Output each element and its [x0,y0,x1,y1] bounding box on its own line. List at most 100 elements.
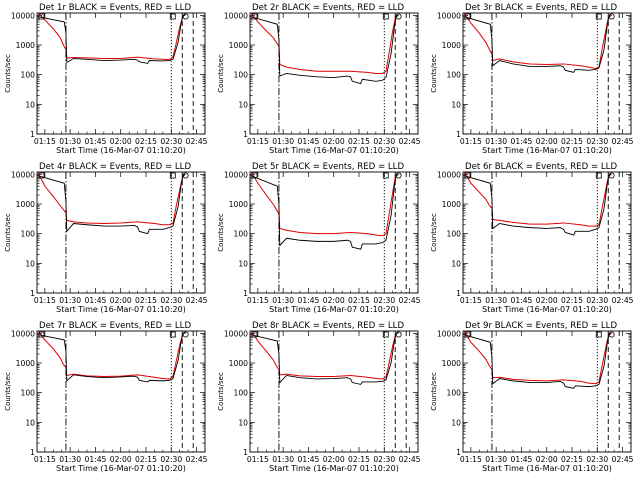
panel-8-xtick-label: 01:30 [272,455,294,464]
panel-2-end-circle [395,13,402,20]
panel-5-xtick-label: 02:00 [323,296,345,305]
panel-9-xtick-label: 02:15 [561,455,583,464]
panel-3-xlabel: Start Time (16-Mar-07 01:10:20) [482,146,612,155]
panel-2-ytick-label: 1000 [229,41,248,50]
panel-3-end-circle [608,13,615,20]
panel-7-start-box [38,331,45,338]
panel-6-xtick-label: 01:30 [485,296,507,305]
panel-4-end-box [169,172,176,179]
panel-7-xtick-label: 02:00 [110,455,132,464]
panel-3-end-box [595,13,602,20]
panel-6-xlabel: Start Time (16-Mar-07 01:10:20) [482,305,612,314]
panel-1-start-box [38,13,45,20]
panel-5-end-circle [395,172,402,179]
panel-9-end-box [595,331,602,338]
panel-9-ytick-label: 100 [447,389,462,398]
panel-5-ytick-label: 10 [238,259,248,268]
panel-7-ytick-label: 1000 [16,359,35,368]
panel-6-end-box [595,172,602,179]
panel-5-ytick-label: 1000 [229,200,248,209]
panel-3-xtick-label: 02:45 [612,137,634,146]
panel-9-xlabel: Start Time (16-Mar-07 01:10:20) [482,464,612,473]
panel-7-xtick-label: 01:15 [34,455,56,464]
panel-2-ytick-label: 10 [238,100,248,109]
panel-7-title: Det 7r BLACK = Events, RED = LLD [39,321,191,331]
panel-6-ytick-label: 1 [456,289,461,298]
panel-8-xtick-label: 02:30 [373,455,395,464]
panel-7-xtick-label: 02:30 [160,455,182,464]
panel-6-xtick-label: 02:45 [612,296,634,305]
panel-2-events-line [251,14,399,85]
panel-3-ytick-label: 1000 [442,41,461,50]
panel-1-ylabel: Counts/sec [4,54,12,93]
panel-8-lld-line [250,330,399,380]
panel-5-xtick-label: 02:30 [373,296,395,305]
panel-5-ylabel: Counts/sec [217,213,225,252]
panel-5-title: Det 5r BLACK = Events, RED = LLD [252,162,404,172]
panel-7-xtick-label: 02:45 [186,455,208,464]
panel-3-title: Det 3r BLACK = Events, RED = LLD [465,3,617,13]
panel-2-xtick-label: 01:15 [247,137,269,146]
panel-8-xtick-label: 01:15 [247,455,269,464]
panel-6-ytick-label: 1000 [442,200,461,209]
panel-7-xlabel: Start Time (16-Mar-07 01:10:20) [56,464,186,473]
panel-2-ytick-label: 100 [234,71,249,80]
panel-6-events-line [464,173,612,236]
panel-7-lld-line [37,330,186,380]
panel-6-xtick-label: 02:00 [536,296,558,305]
panel-2-xtick-label: 01:30 [272,137,294,146]
panel-8-xtick-label: 02:15 [348,455,370,464]
panel-1: Det 1r BLACK = Events, RED = LLD 1 10 100 10… [4,3,208,155]
panel-6-xtick-label: 02:30 [586,296,608,305]
panel-4-xtick-label: 02:15 [135,296,157,305]
panel-4-end-circle [182,172,189,179]
panel-5-xtick-label: 01:30 [272,296,294,305]
panel-6: Det 6r BLACK = Events, RED = LLD 1 10 100 10… [430,162,634,314]
panel-5-ytick-label: 10000 [224,170,248,179]
panel-7-xtick-label: 02:15 [135,455,157,464]
panel-9-xtick-label: 01:15 [460,455,482,464]
panel-8-title: Det 8r BLACK = Events, RED = LLD [252,321,404,331]
panel-6-ytick-label: 10000 [437,170,461,179]
panel-5-xlabel: Start Time (16-Mar-07 01:10:20) [269,305,399,314]
panel-8-end-box [382,331,389,338]
panel-2-xtick-label: 02:15 [348,137,370,146]
panel-1-ytick-label: 1 [30,130,35,139]
panel-8-ylabel: Counts/sec [217,372,225,411]
panel-7-xtick-label: 01:30 [59,455,81,464]
panel-4-xtick-label: 01:45 [84,296,106,305]
panel-9-ylabel: Counts/sec [430,372,438,411]
panel-4-ytick-label: 10 [25,259,35,268]
panel-7-end-circle [182,331,189,338]
panel-7-events-line [38,332,186,383]
panel-4-ytick-label: 100 [21,230,36,239]
panel-6-xtick-label: 01:45 [510,296,532,305]
panel-7-ytick-label: 10000 [11,329,35,338]
panel-9-xtick-label: 01:30 [485,455,507,464]
panel-1-ytick-label: 10000 [11,11,35,20]
panel-3-xtick-label: 02:15 [561,137,583,146]
panel-9-ytick-label: 1000 [442,359,461,368]
panel-3-xtick-label: 01:45 [510,137,532,146]
panel-5-ytick-label: 1 [243,289,248,298]
panel-4-ytick-label: 1 [30,289,35,298]
panel-8-ytick-label: 10 [238,418,248,427]
panel-5-lld-line [250,171,399,237]
panel-8: Det 8r BLACK = Events, RED = LLD 1 10 100 10… [217,321,421,473]
panel-6-title: Det 6r BLACK = Events, RED = LLD [465,162,617,172]
panel-8-events-line [251,332,399,385]
panel-4: Det 4r BLACK = Events, RED = LLD 1 10 100 10… [4,162,208,314]
panel-8-end-circle [395,331,402,338]
panel-2-start-box [251,13,258,20]
panel-9-xtick-label: 01:45 [510,455,532,464]
panel-9-start-box [464,331,471,338]
panel-4-ytick-label: 10000 [11,170,35,179]
panel-2-ylabel: Counts/sec [217,54,225,93]
panel-1-xlabel: Start Time (16-Mar-07 01:10:20) [56,146,186,155]
panel-5: Det 5r BLACK = Events, RED = LLD 1 10 100 10… [217,162,421,314]
panel-1-ytick-label: 10 [25,100,35,109]
panel-9-xtick-label: 02:45 [612,455,634,464]
panel-5-events-line [250,173,399,250]
panel-5-xtick-label: 02:15 [348,296,370,305]
panel-3-start-box [464,13,471,20]
